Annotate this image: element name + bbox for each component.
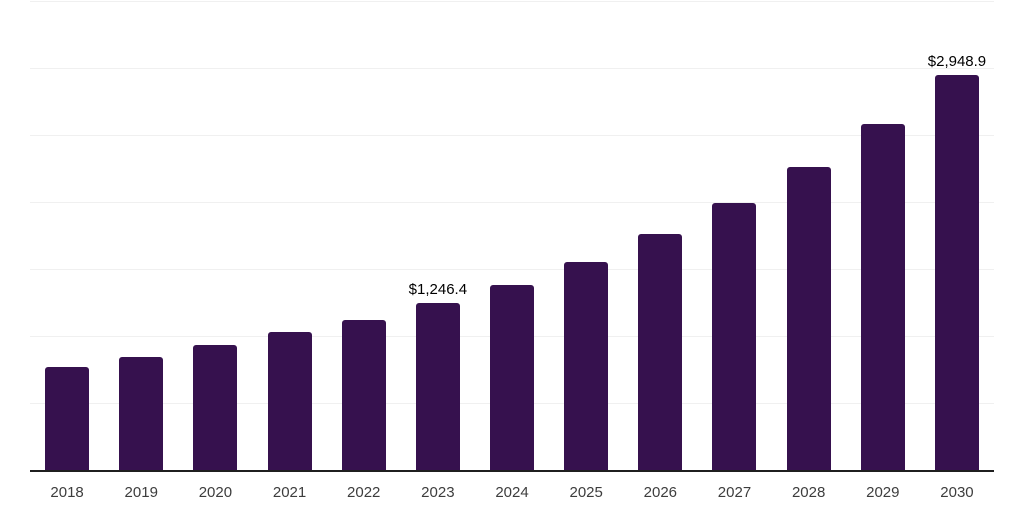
x-tick-2021: 2021 xyxy=(272,484,307,501)
x-tick-2026: 2026 xyxy=(643,484,678,501)
x-tick-2024: 2024 xyxy=(495,484,529,501)
bar-2029 xyxy=(860,123,905,470)
bar-slot-2026 xyxy=(623,234,697,470)
bar-slot-2022 xyxy=(327,319,401,470)
gridline-3000 xyxy=(30,68,994,69)
x-axis-labels: 2018 2019 2020 2021 2022 2023 2024 2025 2026 2027… xyxy=(30,484,994,501)
bar-2027 xyxy=(712,202,757,470)
gridline-1500 xyxy=(30,269,994,270)
bar-2022 xyxy=(341,319,386,470)
bar-2020 xyxy=(193,345,238,470)
x-tick-2020: 2020 xyxy=(198,484,233,501)
bar-slot-2024 xyxy=(475,285,549,470)
plot-area: $1,246.4 $2,948.9 xyxy=(30,1,994,472)
bar-slot-2019 xyxy=(104,357,178,470)
bar-2019 xyxy=(119,357,164,470)
x-tick-2027: 2027 xyxy=(717,484,752,501)
bar-2018 xyxy=(45,366,90,470)
bar-2023: $1,246.4 xyxy=(409,281,467,470)
bar-2021 xyxy=(267,331,312,470)
x-tick-2028: 2028 xyxy=(791,484,826,501)
x-tick-2029: 2029 xyxy=(866,484,900,501)
x-tick-2030: 2030 xyxy=(940,484,974,501)
bar-slot-2021 xyxy=(252,331,326,470)
bar-slot-2029 xyxy=(846,123,920,470)
x-tick-2018: 2018 xyxy=(50,484,84,501)
gridline-2500 xyxy=(30,135,994,136)
bar-2028 xyxy=(786,166,831,470)
gridline-3500 xyxy=(30,1,994,2)
x-tick-2022: 2022 xyxy=(347,484,381,501)
bar-2025 xyxy=(564,261,609,470)
bar-2030: $2,948.9 xyxy=(928,53,986,470)
bar-slot-2023: $1,246.4 xyxy=(401,281,475,470)
value-label-2030: $2,948.9 xyxy=(927,52,987,70)
value-label-2023: $1,246.4 xyxy=(408,280,468,298)
x-tick-2025: 2025 xyxy=(569,484,603,501)
bar-slot-2027 xyxy=(697,202,771,470)
x-tick-2019: 2019 xyxy=(124,484,158,501)
bar-slot-2028 xyxy=(772,166,846,470)
bars-container: $1,246.4 $2,948.9 xyxy=(30,1,994,470)
bar-slot-2030: $2,948.9 xyxy=(920,53,994,470)
bar-slot-2018 xyxy=(30,366,104,470)
x-tick-2023: 2023 xyxy=(421,484,455,501)
gridline-2000 xyxy=(30,202,994,203)
bar-slot-2025 xyxy=(549,261,623,470)
bar-slot-2020 xyxy=(178,345,252,470)
bar-2026 xyxy=(638,234,683,470)
bar-2024 xyxy=(490,285,535,470)
